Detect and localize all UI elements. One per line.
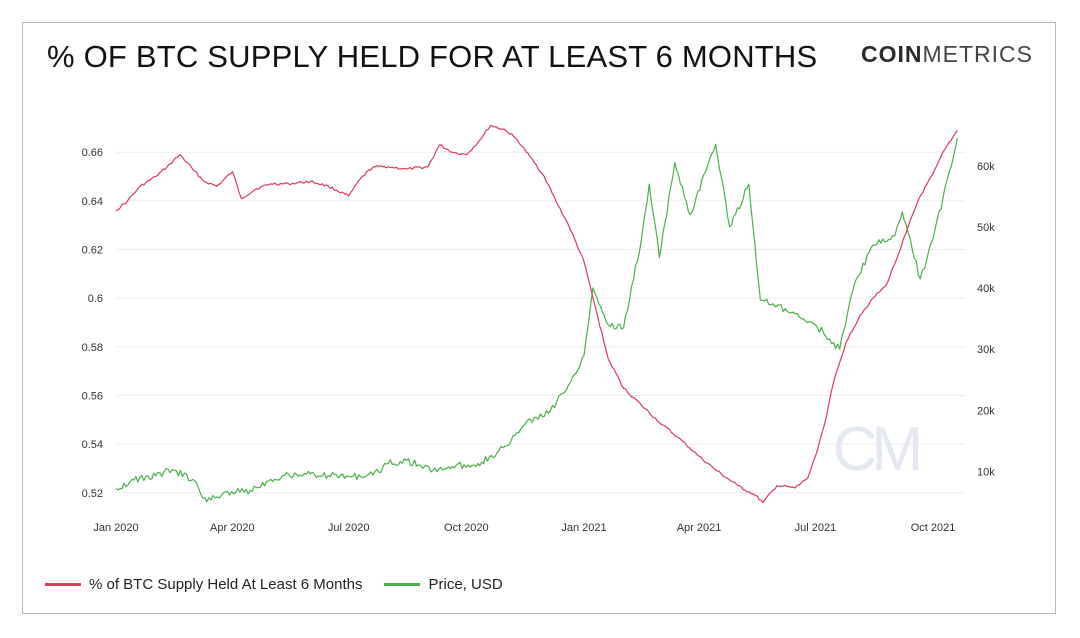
legend-item-supply[interactable]: % of BTC Supply Held At Least 6 Months — [45, 576, 362, 593]
y-left-tick-label: 0.52 — [82, 488, 103, 500]
brand-logo-light: METRICS — [922, 41, 1033, 67]
y-left-tick-label: 0.54 — [82, 439, 103, 451]
y-right-tick-label: 10k — [977, 466, 995, 478]
watermark-logo: CM — [833, 415, 919, 484]
y-right-tick-label: 50k — [977, 222, 995, 234]
series-line-price — [115, 138, 958, 503]
legend-label-price: Price, USD — [428, 576, 503, 593]
x-tick-label: Jan 2021 — [561, 522, 606, 534]
x-tick-label: Apr 2020 — [210, 522, 255, 534]
chart-card: % OF BTC SUPPLY HELD FOR AT LEAST 6 MONT… — [22, 22, 1056, 614]
legend-swatch-price — [384, 583, 421, 586]
brand-logo: COINMETRICS — [861, 41, 1033, 68]
legend-label-supply: % of BTC Supply Held At Least 6 Months — [89, 576, 363, 593]
y-left-tick-label: 0.64 — [82, 196, 103, 208]
legend-item-price[interactable]: Price, USD — [384, 576, 503, 593]
x-tick-label: Jan 2020 — [93, 522, 138, 534]
y-right-tick-label: 30k — [977, 344, 995, 356]
chart-title: % OF BTC SUPPLY HELD FOR AT LEAST 6 MONT… — [47, 39, 818, 74]
chart-legend: % of BTC Supply Held At Least 6 Months P… — [45, 576, 525, 593]
y-left-tick-label: 0.56 — [82, 391, 103, 403]
y-left-tick-label: 0.6 — [88, 293, 103, 305]
series-line-supply — [115, 124, 958, 504]
y-right-tick-label: 40k — [977, 283, 995, 295]
y-right-tick-label: 60k — [977, 161, 995, 173]
y-right-tick-label: 20k — [977, 405, 995, 417]
x-tick-label: Jul 2021 — [795, 522, 837, 534]
brand-logo-bold: COIN — [861, 41, 923, 67]
y-left-tick-label: 0.58 — [82, 342, 103, 354]
x-tick-label: Oct 2020 — [444, 522, 489, 534]
chart-plot-area: 0.52 0.54 0.56 0.58 0.6 0.62 0.64 0.66 10k 20k 30k… — [82, 124, 995, 534]
x-tick-label: Apr 2021 — [677, 522, 722, 534]
x-tick-label: Jul 2020 — [328, 522, 370, 534]
y-left-tick-label: 0.62 — [82, 245, 103, 257]
legend-swatch-supply — [45, 583, 81, 586]
y-left-tick-label: 0.66 — [82, 147, 103, 159]
x-tick-label: Oct 2021 — [911, 522, 956, 534]
